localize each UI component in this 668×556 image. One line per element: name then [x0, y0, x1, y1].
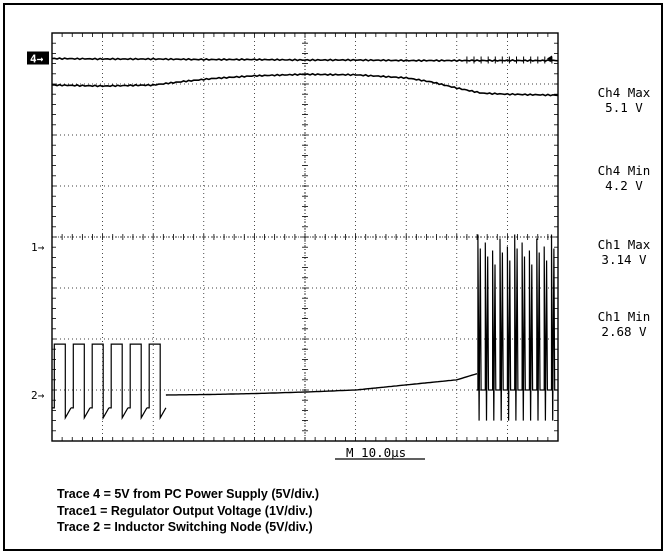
- graticule: [51, 32, 559, 442]
- trace-ch2-baseline: [165, 373, 478, 396]
- meas-ch1-min: Ch1 Min 2.68 V: [588, 309, 660, 339]
- meas-ch1-max-value: 3.14 V: [601, 252, 647, 267]
- trace-ch2-burst-2: [477, 234, 558, 421]
- legend-trace-1: Trace1 = Regulator Output Voltage (1V/di…: [57, 503, 313, 518]
- trigger-arrow-icon: [547, 55, 552, 62]
- marker-ch4-label: 4→: [30, 53, 44, 66]
- marker-ch2-label: 2→: [31, 389, 45, 402]
- meas-ch4-max: Ch4 Max 5.1 V: [588, 85, 660, 115]
- trace-ch4: [51, 57, 559, 63]
- meas-ch4-max-value: 5.1 V: [605, 100, 643, 115]
- oscilloscope-chart: 4→ 1→ 2→ M 10.0µs: [27, 32, 559, 460]
- timebase-label: M 10.0µs: [346, 445, 406, 460]
- trace-ch4-ripple: [466, 56, 553, 64]
- legend-trace-4: Trace 4 = 5V from PC Power Supply (5V/di…: [57, 487, 320, 501]
- meas-ch1-min-value: 2.68 V: [601, 324, 647, 339]
- legend-trace-2: Trace 2 = Inductor Switching Node (5V/di…: [57, 520, 313, 534]
- scope-figure-frame: 4→ 1→ 2→ M 10.0µs Ch4 Max 5.1 V Ch4 Min 4.…: [3, 3, 663, 551]
- meas-ch4-max-name: Ch4 Max: [597, 85, 651, 100]
- channel-markers: 4→ 1→ 2→: [27, 51, 552, 402]
- meas-ch1-max: Ch1 Max 3.14 V: [588, 237, 660, 267]
- trace-ch2-burst-1: [52, 343, 167, 421]
- meas-ch4-min: Ch4 Min 4.2 V: [588, 163, 660, 193]
- traces: [51, 56, 559, 421]
- meas-ch1-max-name: Ch1 Max: [597, 237, 651, 252]
- trace-ch1: [51, 72, 559, 97]
- meas-ch1-min-name: Ch1 Min: [597, 309, 651, 324]
- marker-ch1-label: 1→: [31, 241, 45, 254]
- meas-ch4-min-name: Ch4 Min: [597, 163, 651, 178]
- marker-ch4-box: [27, 51, 49, 65]
- trace-legend: Trace 4 = 5V from PC Power Supply (5V/di…: [57, 486, 319, 536]
- meas-ch4-min-value: 4.2 V: [605, 178, 643, 193]
